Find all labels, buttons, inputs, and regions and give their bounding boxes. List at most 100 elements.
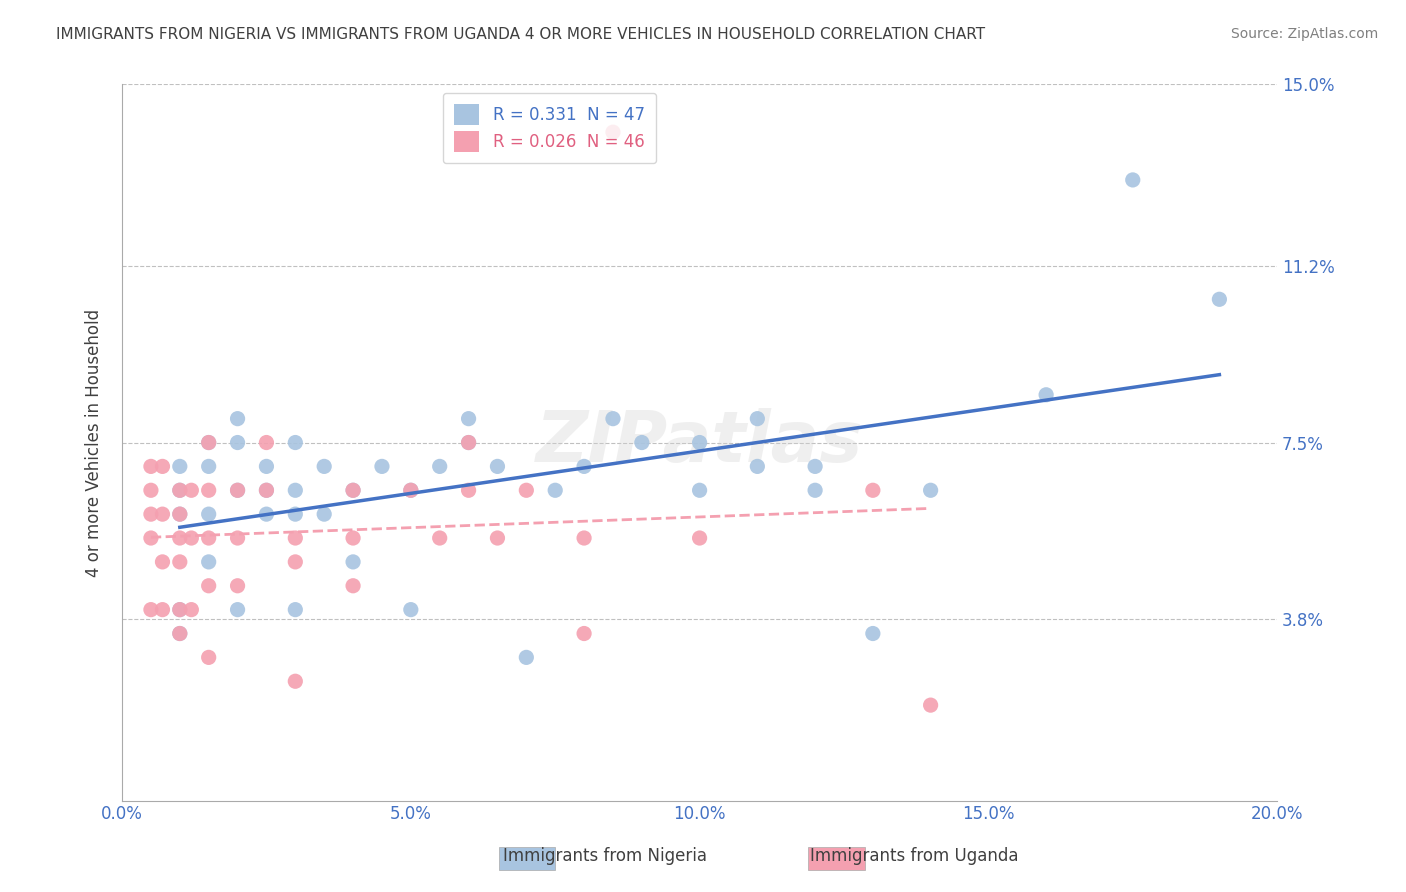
Point — [457, 435, 479, 450]
Point — [197, 435, 219, 450]
Point — [429, 531, 451, 545]
Point — [457, 483, 479, 498]
Point — [226, 579, 249, 593]
Point — [544, 483, 567, 498]
Point — [342, 483, 364, 498]
Point — [1122, 173, 1144, 187]
Point — [747, 411, 769, 425]
Point — [152, 459, 174, 474]
Point — [920, 483, 942, 498]
Point — [804, 483, 827, 498]
Point — [226, 602, 249, 616]
Point — [169, 483, 191, 498]
Point — [1035, 388, 1057, 402]
Point — [169, 459, 191, 474]
Point — [399, 483, 422, 498]
Point — [180, 483, 202, 498]
Point — [284, 435, 307, 450]
Point — [515, 483, 537, 498]
Point — [284, 555, 307, 569]
Point — [256, 483, 278, 498]
Point — [284, 507, 307, 521]
Legend: R = 0.331  N = 47, R = 0.026  N = 46: R = 0.331 N = 47, R = 0.026 N = 46 — [443, 93, 657, 163]
Point — [689, 531, 711, 545]
Point — [169, 507, 191, 521]
Point — [284, 602, 307, 616]
Point — [342, 555, 364, 569]
Point — [342, 579, 364, 593]
Point — [457, 435, 479, 450]
Point — [920, 698, 942, 713]
Point — [399, 602, 422, 616]
Point — [169, 626, 191, 640]
Point — [169, 602, 191, 616]
Point — [152, 555, 174, 569]
Point — [197, 483, 219, 498]
Text: Source: ZipAtlas.com: Source: ZipAtlas.com — [1230, 27, 1378, 41]
Point — [197, 435, 219, 450]
Point — [1208, 293, 1230, 307]
Point — [314, 459, 336, 474]
Y-axis label: 4 or more Vehicles in Household: 4 or more Vehicles in Household — [86, 309, 103, 576]
Point — [256, 435, 278, 450]
Point — [572, 459, 595, 474]
Point — [399, 483, 422, 498]
Text: Immigrants from Nigeria: Immigrants from Nigeria — [502, 847, 707, 865]
Point — [486, 531, 509, 545]
Point — [180, 531, 202, 545]
Point — [862, 483, 884, 498]
Point — [486, 459, 509, 474]
Point — [169, 531, 191, 545]
Point — [747, 459, 769, 474]
Point — [197, 650, 219, 665]
Point — [169, 626, 191, 640]
Point — [139, 459, 162, 474]
Point — [804, 459, 827, 474]
Point — [139, 531, 162, 545]
Point — [689, 435, 711, 450]
Point — [139, 507, 162, 521]
Point — [371, 459, 394, 474]
Text: Immigrants from Uganda: Immigrants from Uganda — [810, 847, 1018, 865]
Point — [197, 555, 219, 569]
Point — [342, 531, 364, 545]
Point — [152, 507, 174, 521]
Point — [284, 531, 307, 545]
Point — [256, 483, 278, 498]
Point — [197, 531, 219, 545]
Point — [169, 507, 191, 521]
Point — [169, 483, 191, 498]
Point — [169, 555, 191, 569]
Point — [602, 411, 624, 425]
Point — [284, 674, 307, 689]
Point — [689, 483, 711, 498]
Point — [457, 411, 479, 425]
Point — [631, 435, 654, 450]
Point — [197, 459, 219, 474]
Point — [256, 507, 278, 521]
Point — [139, 602, 162, 616]
Point — [226, 411, 249, 425]
Text: IMMIGRANTS FROM NIGERIA VS IMMIGRANTS FROM UGANDA 4 OR MORE VEHICLES IN HOUSEHOL: IMMIGRANTS FROM NIGERIA VS IMMIGRANTS FR… — [56, 27, 986, 42]
Point — [572, 626, 595, 640]
Point — [342, 483, 364, 498]
Point — [139, 483, 162, 498]
Point — [226, 483, 249, 498]
Point — [226, 483, 249, 498]
Point — [429, 459, 451, 474]
Point — [256, 459, 278, 474]
Point — [602, 125, 624, 139]
Point — [152, 602, 174, 616]
Point — [284, 483, 307, 498]
Point — [572, 531, 595, 545]
Text: ZIPatlas: ZIPatlas — [536, 408, 863, 477]
Point — [515, 650, 537, 665]
Point — [862, 626, 884, 640]
Point — [180, 602, 202, 616]
Point — [226, 531, 249, 545]
Point — [197, 507, 219, 521]
Point — [314, 507, 336, 521]
Point — [169, 602, 191, 616]
Point — [197, 579, 219, 593]
Point — [226, 435, 249, 450]
